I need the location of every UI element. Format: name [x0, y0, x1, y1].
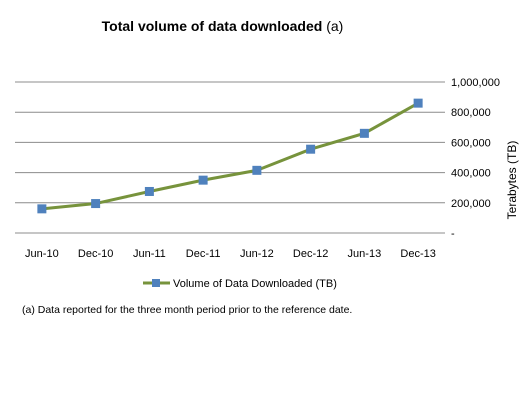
- data-point: [91, 199, 101, 209]
- legend-marker-swatch: [152, 279, 160, 287]
- y-tick-label: 400,000: [451, 168, 491, 180]
- y-axis-label: Terabytes (TB): [505, 141, 519, 220]
- data-point: [37, 204, 47, 214]
- y-tick-label: 800,000: [451, 107, 491, 119]
- data-point: [144, 186, 154, 196]
- x-tick-label: Dec-12: [293, 248, 328, 260]
- x-tick-label: Jun-11: [133, 248, 166, 260]
- y-tick-labels: - 200,000 400,000 600,000 800,000 1,000,000: [451, 77, 500, 240]
- y-tick-label: -: [451, 228, 455, 240]
- x-tick-label: Jun-10: [25, 248, 59, 260]
- data-point: [306, 144, 316, 154]
- footnote: (a) Data reported for the three month pe…: [22, 304, 353, 316]
- x-tick-labels: Jun-10 Dec-10 Jun-11 Dec-11 Jun-12 Dec-12 Jun-…: [25, 248, 436, 260]
- legend: Volume of Data Downloaded (TB): [143, 278, 337, 290]
- gridlines: [15, 81, 445, 234]
- series-line: [41, 101, 419, 211]
- chart-title: Total volume of data downloaded (a): [0, 18, 445, 34]
- series-layer: [37, 98, 423, 214]
- data-point: [198, 175, 208, 185]
- data-point: [252, 165, 262, 175]
- x-tick-label: Dec-10: [78, 248, 113, 260]
- y-tick-label: 1,000,000: [451, 77, 500, 89]
- x-tick-label: Dec-13: [400, 248, 435, 260]
- x-tick-label: Dec-11: [186, 248, 221, 260]
- data-point: [359, 128, 369, 138]
- y-tick-label: 200,000: [451, 198, 491, 210]
- chart-title-note: (a): [326, 18, 344, 34]
- y-tick-label: 600,000: [451, 137, 491, 149]
- x-tick-label: Jun-13: [348, 248, 382, 260]
- data-point: [413, 98, 423, 108]
- x-tick-label: Jun-12: [240, 248, 274, 260]
- chart-title-text: Total volume of data downloaded: [101, 18, 323, 34]
- legend-label: Volume of Data Downloaded (TB): [173, 278, 337, 290]
